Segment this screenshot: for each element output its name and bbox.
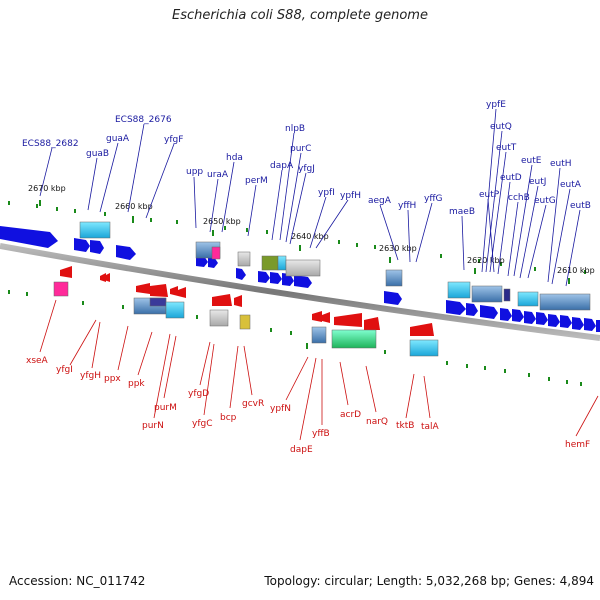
scale-label-2660: 2660 kbp	[115, 202, 153, 211]
map-title: Escherichia coli S88, complete genome	[172, 8, 428, 23]
gene-label: ppk	[128, 379, 145, 389]
scale-label-2620: 2620 kbp	[467, 256, 505, 265]
gene-label: nlpB	[285, 124, 305, 134]
gene-label: gcvR	[242, 399, 264, 409]
gene-label: perM	[245, 176, 268, 186]
gene-label: yfgH	[80, 371, 101, 381]
gene-label: dapA	[270, 161, 294, 171]
gene-label: yffB	[312, 429, 330, 439]
gene-label: yfgI	[56, 365, 73, 375]
gene-label: eutQ	[490, 122, 512, 132]
gene-label: yffG	[424, 194, 443, 204]
gene-label: uraA	[207, 170, 229, 180]
gene-label: yfgF	[164, 135, 183, 145]
accession-label: Accession: NC_011742	[9, 574, 146, 588]
gene-label: hemF	[565, 440, 590, 450]
scale-labels: 2670 kbp 2660 kbp 2650 kbp 2640 kbp 2630…	[28, 184, 595, 284]
gene-label: xseA	[26, 356, 49, 366]
gene-label: eutH	[550, 159, 572, 169]
gene-label: ypfH	[340, 191, 361, 201]
gene-label: guaB	[86, 149, 109, 159]
gene-label: ECS88_2682	[22, 139, 79, 149]
gene-label: purC	[290, 144, 311, 154]
feature-blocks	[53, 221, 591, 357]
scale-label-2640: 2640 kbp	[291, 232, 329, 241]
gene-label: acrD	[340, 410, 361, 420]
gene-label: yfgC	[192, 419, 213, 429]
scale-label-2650: 2650 kbp	[203, 217, 241, 226]
gene-label: upp	[186, 167, 203, 177]
gene-label: dapE	[290, 445, 313, 455]
gene-label: eutJ	[529, 177, 546, 187]
gene-label: guaA	[106, 134, 130, 144]
gene-label: purN	[142, 421, 164, 431]
gene-label: yfgJ	[298, 164, 315, 174]
gene-label: ppx	[104, 374, 121, 384]
reverse-leader-lines	[39, 299, 599, 441]
genome-backbone	[0, 243, 600, 341]
gene-label: eutB	[570, 201, 591, 211]
reverse-gene-labels: xseA yfgI yfgH ppx ppk purM purN yfgD yf…	[26, 356, 590, 455]
gene-label: hda	[226, 153, 243, 163]
gene-label: eutG	[534, 196, 556, 206]
topology-summary: Topology: circular; Length: 5,032,268 bp…	[264, 574, 594, 588]
gene-label: ECS88_2676	[115, 115, 172, 125]
forward-leader-lines	[39, 108, 581, 287]
reverse-gene-arrows	[60, 266, 434, 336]
gene-label: eutP	[479, 190, 500, 200]
gene-label: yffH	[398, 201, 416, 211]
gene-label: ypfE	[486, 100, 506, 110]
forward-gene-labels: ECS88_2682 guaB guaA ECS88_2676 yfgF upp…	[22, 100, 591, 217]
gene-label: aegA	[368, 196, 392, 206]
scale-label-2630: 2630 kbp	[379, 244, 417, 253]
scale-label-2610: 2610 kbp	[557, 266, 595, 275]
gene-label: talA	[421, 422, 440, 432]
gene-label: ypfI	[318, 188, 335, 198]
gene-label: eutA	[560, 180, 582, 190]
inner-tick-track	[8, 290, 582, 386]
gene-label: ypfN	[270, 404, 291, 414]
gene-label: eutE	[521, 156, 542, 166]
gene-label: eutT	[496, 143, 517, 153]
forward-gene-arrows	[0, 226, 600, 332]
scale-label-2670: 2670 kbp	[28, 184, 66, 193]
gene-label: eutD	[500, 173, 522, 183]
gene-label: yfgD	[188, 389, 209, 399]
gene-label: tktB	[396, 421, 414, 431]
gene-label: bcp	[220, 413, 237, 423]
gene-label: purM	[154, 403, 177, 413]
gene-label: narQ	[366, 417, 388, 427]
gene-label: cchB	[508, 193, 530, 203]
gene-label: maeB	[449, 207, 475, 217]
